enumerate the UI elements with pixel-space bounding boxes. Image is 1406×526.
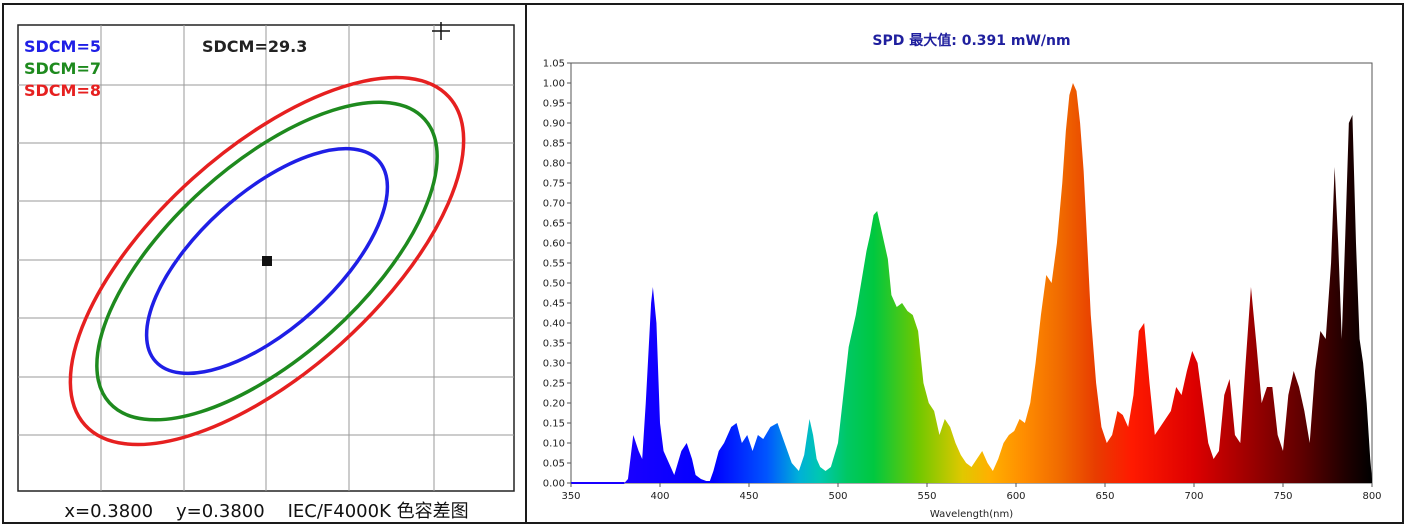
spd-panel: 0.00 0.05 0.10 0.15 0.20 0.25 0.30 0.35 0.40 0.45… [525,3,1404,524]
x-axis-label: Wavelength(nm) [930,509,1013,520]
y-tick-label-2: 0.10 [543,439,565,450]
spd-chart: 0.00 0.05 0.10 0.15 0.20 0.25 0.30 0.35 0.40 0.45… [543,32,1382,520]
color-tolerance-panel: SDCM=5 SDCM=7 SDCM=8 SDCM=29.3 x=0.3800 y=0… [2,3,527,524]
sdcm-7-ellipse [95,100,439,422]
x-tick-label-5: 600 [1006,491,1025,502]
x-tick-label-9: 800 [1362,491,1381,502]
target-point-marker [262,256,272,266]
legend-item-2: SDCM=8 [24,81,101,100]
y-tick-label-1: 0.05 [543,459,565,470]
y-tick-label-19: 0.95 [543,99,565,110]
spd-title: SPD 最大值: 0.391 mW/nm [872,32,1070,49]
sdcm-8-ellipse [68,75,466,447]
y-tick-label-16: 0.80 [543,159,565,170]
y-tick-label-6: 0.30 [543,359,565,370]
y-tick-label-13: 0.65 [543,219,565,230]
y-tick-label-0: 0.00 [543,479,565,490]
legend-item-1: SDCM=7 [24,59,101,78]
y-tick-label-12: 0.60 [543,239,565,250]
caption-title: 色容差图 [396,501,469,522]
caption-y: y=0.3800 [175,501,265,522]
x-tick-label-4: 550 [917,491,936,502]
x-tick-label-6: 650 [1095,491,1114,502]
y-tick-label-10: 0.50 [543,279,565,290]
x-tick-label-8: 750 [1273,491,1292,502]
y-tick-label-7: 0.35 [543,339,565,350]
y-tick-label-11: 0.55 [543,259,565,270]
sdcm-value: SDCM=29.3 [202,37,307,56]
caption-standard: IEC/F4000K [287,501,391,522]
y-tick-label-15: 0.75 [543,179,565,190]
x-tick-label-0: 350 [561,491,580,502]
y-tick-label-8: 0.40 [543,319,565,330]
x-tick-label-7: 700 [1184,491,1203,502]
legend-item-0: SDCM=5 [24,37,101,56]
y-tick-label-4: 0.20 [543,399,565,410]
y-tick-label-18: 0.90 [543,119,565,130]
y-tick-label-5: 0.25 [543,379,565,390]
spd-area-series [571,83,1372,483]
y-tick-label-14: 0.70 [543,199,565,210]
y-tick-label-9: 0.45 [543,299,565,310]
y-tick-label-20: 1.00 [543,79,565,90]
y-tick-label-21: 1.05 [543,59,565,70]
y-tick-label-17: 0.85 [543,139,565,150]
spd-plot-area [570,62,1373,484]
y-tick-label-3: 0.15 [543,419,565,430]
x-tick-label-2: 450 [739,491,758,502]
x-tick-label-3: 500 [828,491,847,502]
color-tolerance-chart: SDCM=5 SDCM=7 SDCM=8 SDCM=29.3 [17,22,515,492]
sdcm-5-ellipse [144,146,390,376]
x-tick-label-1: 400 [650,491,669,502]
caption-x: x=0.3800 [64,501,154,522]
chromaticity-caption: x=0.3800 y=0.3800 IEC/F4000K 色容差图 [4,497,529,523]
